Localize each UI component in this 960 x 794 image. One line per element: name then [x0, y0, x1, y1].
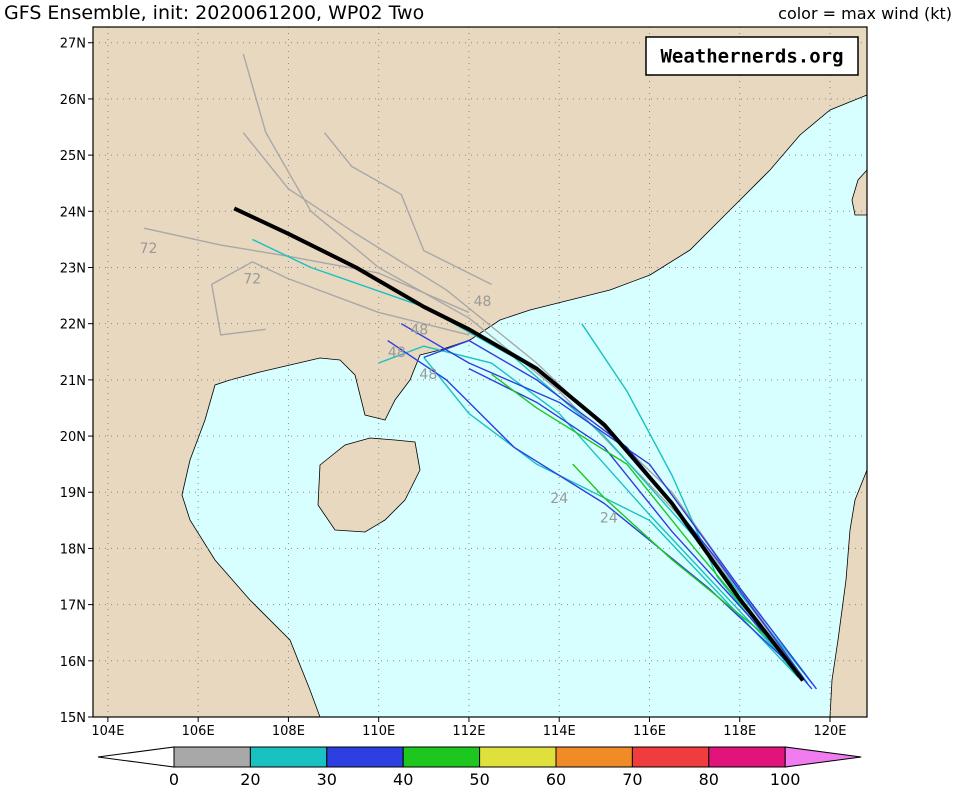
colorbar-label: 40 [393, 770, 413, 789]
colorbar-label: 100 [770, 770, 801, 789]
hainan [317, 437, 421, 533]
grid [93, 27, 867, 718]
x-tick-label: 114E [543, 724, 576, 739]
track [423, 339, 808, 684]
x-tick-label: 110E [362, 724, 395, 739]
colorbar-label: 50 [469, 770, 489, 789]
colorbar-segment [479, 746, 557, 768]
track [468, 368, 813, 690]
colorbar-label: 80 [699, 770, 719, 789]
colorbar-label: 0 [169, 770, 179, 789]
track [572, 463, 777, 645]
hour-label: 48 [388, 345, 406, 361]
x-tick-label: 106E [182, 724, 215, 739]
colorbar-segment [631, 746, 710, 768]
x-tick-label: 108E [272, 724, 305, 739]
y-tick-label: 22N [60, 318, 86, 333]
sea [181, 94, 868, 718]
watermark: Weathernerds.org [660, 46, 843, 68]
colorbar-label: 60 [546, 770, 566, 789]
colorbar-segment [326, 746, 404, 768]
x-tick-label: 118E [723, 724, 756, 739]
hour-label: 48 [419, 367, 437, 383]
map-frame [92, 26, 868, 718]
y-tick-label: 18N [60, 542, 86, 557]
y-tick-label: 24N [60, 205, 86, 220]
track [323, 132, 492, 285]
colorbar-label: 70 [622, 770, 642, 789]
y-tick-label: 27N [60, 37, 86, 52]
colorbar-segment [402, 746, 481, 768]
x-tick-label: 112E [452, 724, 485, 739]
hour-label: 72 [140, 241, 158, 257]
colorbar-label: 20 [240, 770, 260, 789]
axes: 104E 106E 108E 110E 112E 114E 116E 118E 120E 15N 1… [60, 37, 847, 739]
x-tick-label: 116E [633, 724, 666, 739]
colorbar-segment [708, 746, 786, 768]
hour-label: 48 [410, 322, 428, 338]
colorbar-above [784, 746, 862, 768]
colorbar-below [97, 746, 175, 768]
title: GFS Ensemble, init: 2020061200, WP02 Two [4, 2, 424, 24]
y-tick-label: 23N [60, 261, 86, 276]
y-tick-label: 20N [60, 430, 86, 445]
colorbar-label: 30 [317, 770, 337, 789]
y-tick-label: 19N [60, 486, 86, 501]
colorbar-segment [249, 746, 328, 768]
legend-note: color = max wind (kt) [778, 4, 952, 23]
y-tick-label: 17N [60, 599, 86, 614]
x-tick-label: 120E [813, 724, 846, 739]
y-tick-label: 15N [60, 711, 86, 726]
x-tick-label: 104E [91, 724, 124, 739]
hour-label: 24 [600, 511, 618, 527]
track [233, 206, 805, 682]
track [242, 132, 804, 679]
watermark-box [645, 36, 859, 76]
hour-label: 72 [243, 272, 261, 288]
track [423, 356, 799, 679]
hour-label: 48 [474, 294, 492, 310]
track [210, 261, 470, 336]
hour-label: 24 [550, 491, 568, 507]
track [400, 323, 818, 690]
colorbar: 0 20 30 40 50 60 70 80 100 [97, 746, 862, 789]
track [491, 373, 799, 673]
colorbar-segment [173, 746, 251, 768]
y-tick-label: 21N [60, 374, 86, 389]
y-tick-label: 25N [60, 149, 86, 164]
colorbar-segment [555, 746, 633, 768]
y-tick-label: 26N [60, 93, 86, 108]
y-tick-label: 16N [60, 655, 86, 670]
